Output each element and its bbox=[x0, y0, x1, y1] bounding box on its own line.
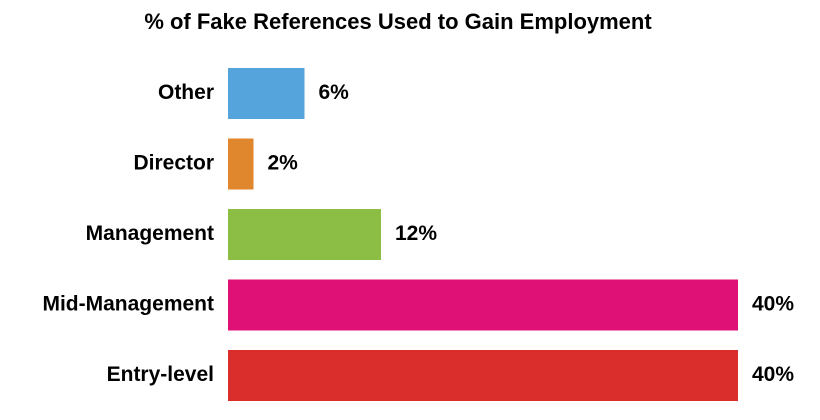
category-label-management: Management bbox=[86, 222, 214, 245]
bar-entry-level bbox=[228, 350, 738, 401]
category-label-entry-level: Entry-level bbox=[107, 363, 214, 386]
value-label-director: 2% bbox=[268, 152, 299, 175]
value-label-management: 12% bbox=[395, 222, 437, 245]
bar-mid-management bbox=[228, 279, 738, 331]
value-label-entry-level: 40% bbox=[752, 363, 794, 386]
category-label-mid-management: Mid-Management bbox=[42, 293, 214, 316]
chart-title: % of Fake References Used to Gain Employ… bbox=[144, 9, 652, 34]
value-label-mid-management: 40% bbox=[752, 293, 794, 316]
bar-management bbox=[228, 209, 381, 260]
category-label-other: Other bbox=[158, 81, 214, 104]
bar-director bbox=[228, 138, 254, 190]
bar-other bbox=[228, 68, 305, 119]
value-label-other: 6% bbox=[319, 81, 350, 104]
category-label-director: Director bbox=[133, 152, 214, 175]
